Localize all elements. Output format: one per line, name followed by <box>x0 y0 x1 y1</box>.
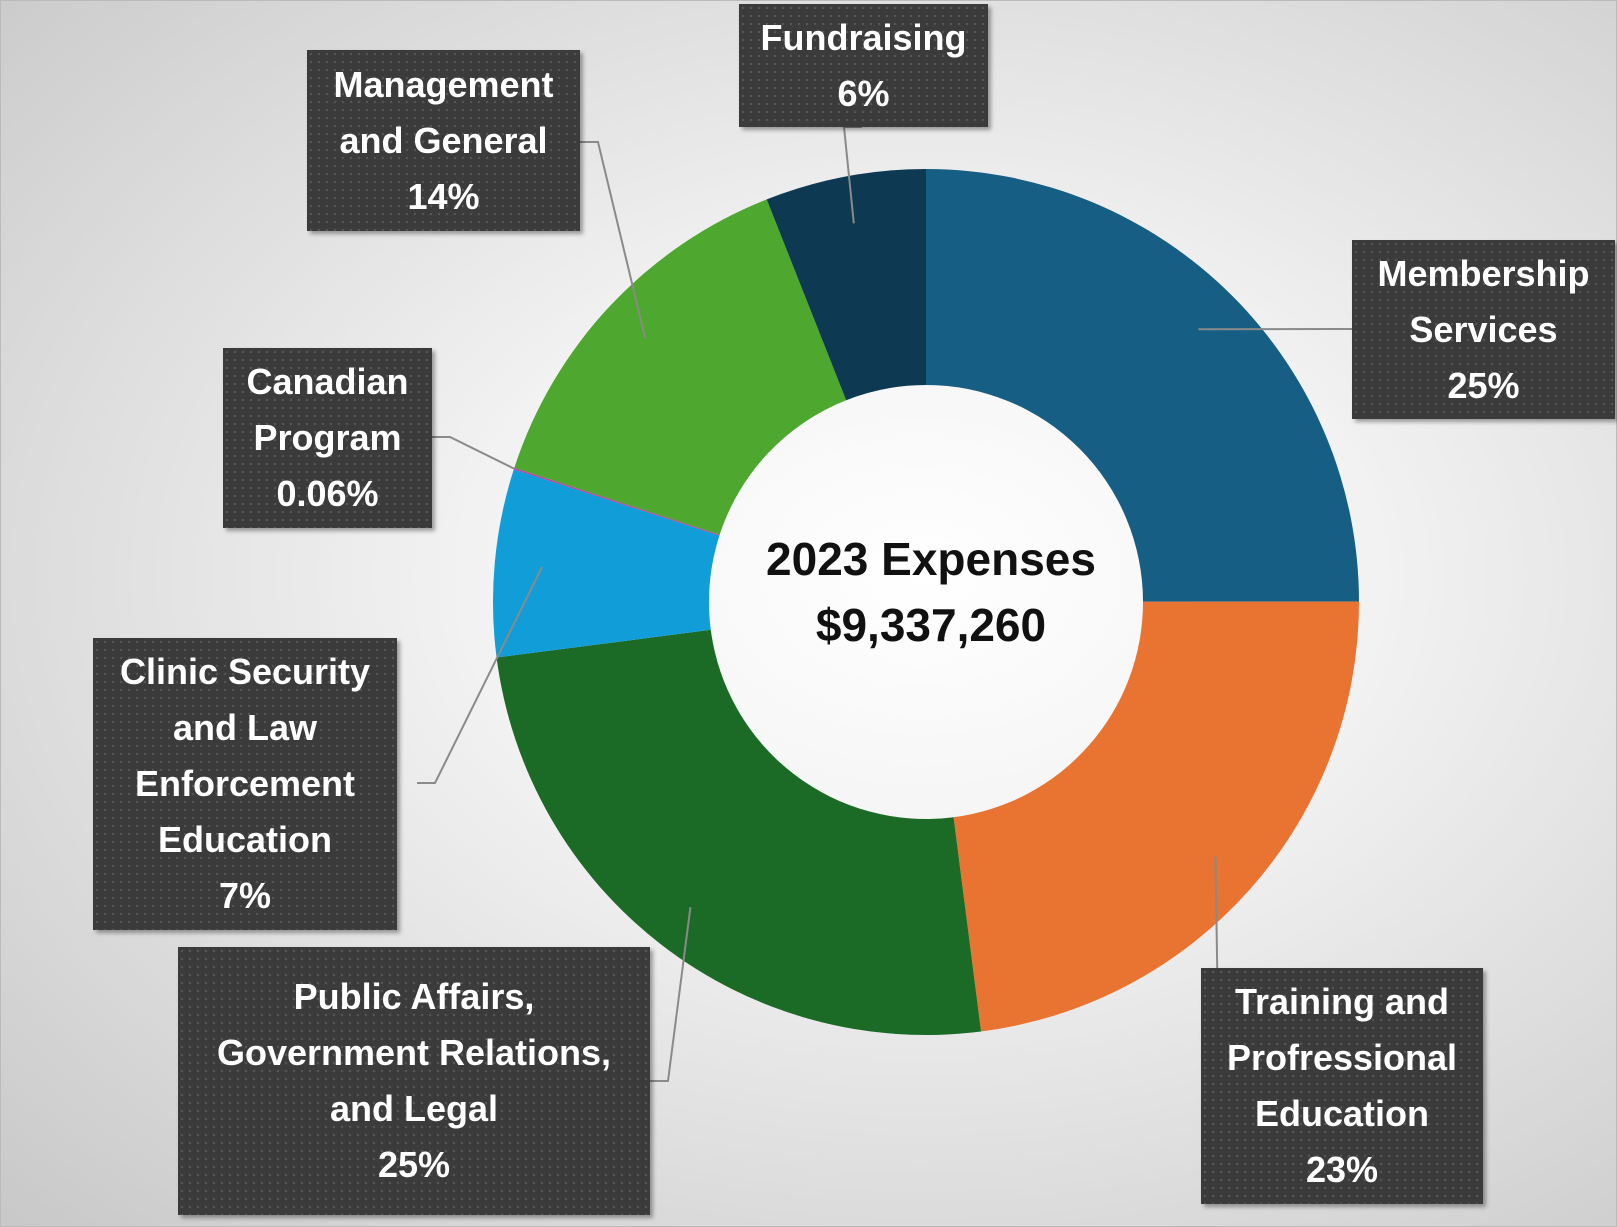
leader-line <box>580 141 647 339</box>
category-name: Membership Services <box>1377 252 1590 350</box>
category-name: Public Affairs, Government Relations, an… <box>216 976 612 1129</box>
category-name: Training and Profressional Education <box>1226 981 1458 1134</box>
value-label: 25% <box>1447 364 1520 406</box>
donut-slice <box>926 169 1359 602</box>
data-label: Training and Profressional Education 23% <box>1201 968 1483 1204</box>
donut-slice <box>513 467 720 536</box>
leader-line <box>432 436 515 470</box>
donut-slice <box>514 199 847 535</box>
data-label: Fundraising 6% <box>739 4 988 127</box>
donut-slice <box>766 169 926 401</box>
value-label: 25% <box>377 1144 451 1185</box>
data-label: Canadian Program 0.06% <box>223 348 432 528</box>
donut-slice <box>493 469 720 658</box>
data-label: Clinic Security and Law Enforcement Educ… <box>93 638 397 930</box>
value-label: 14% <box>407 175 480 217</box>
chart-title: 2023 Expenses <box>766 533 1096 585</box>
value-label: 6% <box>837 72 890 114</box>
category-name: Fundraising <box>760 16 967 58</box>
data-label: Membership Services 25% <box>1352 240 1615 419</box>
data-label: Management and General 14% <box>307 50 580 231</box>
donut-slice <box>953 601 1359 1032</box>
leader-line <box>650 906 692 1082</box>
value-label: 0.06% <box>276 473 379 514</box>
category-name: Canadian Program <box>246 361 409 458</box>
category-name: Management and General <box>333 63 554 161</box>
donut-slice <box>496 629 982 1035</box>
data-label: Public Affairs, Government Relations, an… <box>178 947 650 1215</box>
chart-subtitle: $9,337,260 <box>816 599 1046 651</box>
value-label: 23% <box>1305 1149 1379 1190</box>
leader-line <box>842 126 862 224</box>
value-label: 7% <box>218 875 272 916</box>
category-name: Clinic Security and Law Enforcement Educ… <box>119 651 371 860</box>
leader-line <box>417 566 544 784</box>
